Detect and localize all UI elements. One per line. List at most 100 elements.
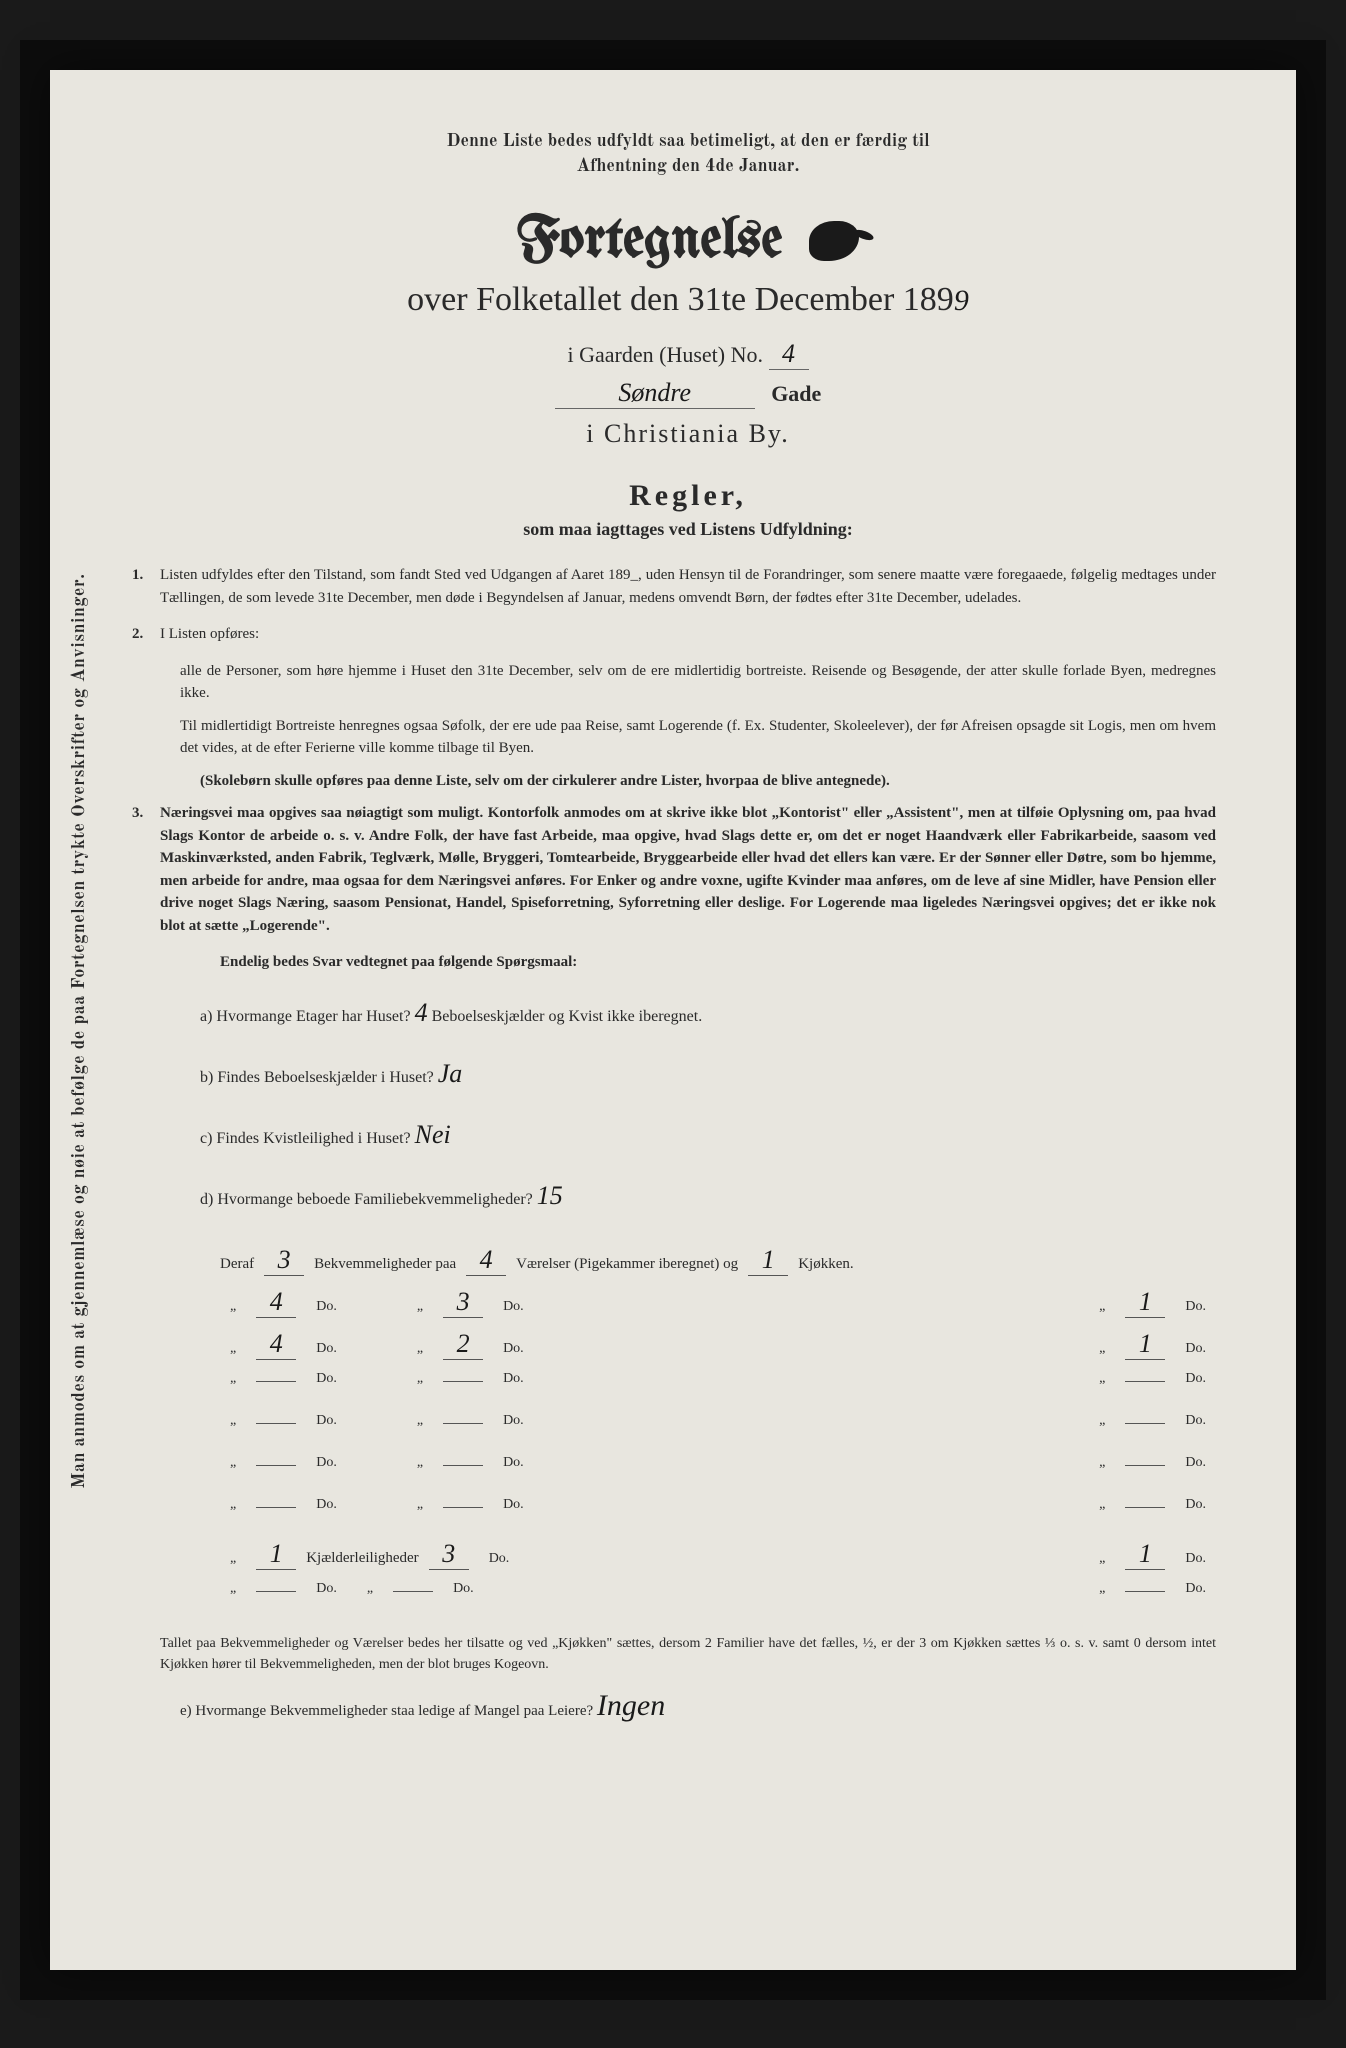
kj-kjok: 1 xyxy=(1125,1539,1165,1570)
row-bekv xyxy=(256,1423,296,1424)
ditto: „ xyxy=(1089,1581,1115,1597)
kj-bekv: 1 xyxy=(256,1539,296,1570)
qa-suffix: Beboelseskjælder og Kvist ikke iberegnet… xyxy=(432,1008,703,1025)
do-mark2: Do. xyxy=(1175,1551,1216,1567)
row-kjok xyxy=(1125,1465,1165,1466)
row0-vaer: 4 xyxy=(466,1245,506,1276)
rule-1: 1. Listen udfyldes efter den Tilstand, s… xyxy=(160,564,1216,609)
ditto: „ xyxy=(357,1581,383,1597)
rule-3-num: 3. xyxy=(132,802,143,825)
endelig-line: Endelig bedes Svar vedtegnet paa følgend… xyxy=(220,951,1216,974)
rule-2: 2. I Listen opføres: xyxy=(160,623,1216,646)
main-title-text: Fortegnelse xyxy=(517,210,783,271)
row-bekv xyxy=(256,1507,296,1508)
rule-2-num: 2. xyxy=(132,623,143,646)
row0-bekv: 3 xyxy=(264,1245,304,1276)
table-row: „4Do.„2Do.„1Do. xyxy=(220,1329,1216,1361)
table-row: „4Do.„3Do.„1Do. xyxy=(220,1287,1216,1319)
ditto-mark: „ xyxy=(407,1341,433,1357)
gade-label: Gade xyxy=(771,381,821,406)
row-kjok xyxy=(1125,1507,1165,1508)
rule-3: 3. Næringsvei maa opgives saa nøiagtigt … xyxy=(160,802,1216,937)
top-note-l2: Afhentning den 4de Januar. xyxy=(576,158,799,176)
ditto-mark: „ xyxy=(407,1299,433,1315)
top-note-l1: Denne Liste bedes udfyldt saa betimeligt… xyxy=(446,133,929,151)
ditto-mark: „ xyxy=(1089,1455,1115,1471)
sub-title-text: over Folketallet den 31te December 189 xyxy=(407,281,954,318)
qa-value: 4 xyxy=(415,998,428,1027)
row-bekv xyxy=(256,1465,296,1466)
do-mark: Do. xyxy=(479,1551,520,1567)
table-header-row: Deraf 3 Bekvemmeligheder paa 4 Værelser … xyxy=(220,1245,1216,1277)
qc-value: Nei xyxy=(415,1120,451,1149)
rule-1-text: Listen udfyldes efter den Tilstand, som … xyxy=(160,567,1216,606)
row0-kjok: 1 xyxy=(748,1245,788,1276)
do-label: Do. xyxy=(493,1341,534,1357)
do-label: Do. xyxy=(306,1341,347,1357)
do-label: Do. xyxy=(493,1371,534,1387)
th-vaer: Værelser (Pigekammer iberegnet) og xyxy=(516,1256,738,1273)
row-kjok xyxy=(1125,1381,1165,1382)
do-label: Do. xyxy=(1175,1455,1216,1471)
row-kjok: 1 xyxy=(1125,1287,1165,1318)
question-block: a) Hvormange Etager har Huset? 4 Beboels… xyxy=(200,984,1216,1225)
document-page: Man anmodes om at gjennemlæse og nøie at… xyxy=(50,70,1296,1970)
qb-label: b) Findes Beboelseskjælder i Huset? xyxy=(200,1069,434,1086)
ditto-mark: „ xyxy=(220,1299,246,1315)
do-label: Do. xyxy=(1175,1299,1216,1315)
row-kjok xyxy=(1125,1423,1165,1424)
year-handwritten: 9 xyxy=(954,284,969,317)
last-kjok xyxy=(1125,1591,1165,1592)
do-label: Do. xyxy=(1175,1341,1216,1357)
last-vaer xyxy=(393,1591,433,1592)
row-kjok: 1 xyxy=(1125,1329,1165,1360)
rule-2-indent: Til midlertidigt Bortreiste henregnes og… xyxy=(180,715,1216,760)
ditto-mark: „ xyxy=(407,1497,433,1513)
top-note: Denne Liste bedes udfyldt saa betimeligt… xyxy=(160,130,1216,180)
side-instruction: Man anmodes om at gjennemlæse og nøie at… xyxy=(69,573,91,1488)
ditto-mark: „ xyxy=(220,1551,246,1567)
ditto-mark: „ xyxy=(220,1497,246,1513)
ditto-mark: „ xyxy=(1089,1371,1115,1387)
qd-label: d) Hvormange beboede Familiebekvemmeligh… xyxy=(200,1191,533,1208)
row-bekv: 4 xyxy=(256,1287,296,1318)
do-label: Do. xyxy=(306,1455,347,1471)
ditto-mark: „ xyxy=(220,1413,246,1429)
ditto: „ xyxy=(220,1581,246,1597)
kj-label: Kjælderleiligheder xyxy=(306,1550,418,1567)
ditto-mark: „ xyxy=(1089,1299,1115,1315)
kj-vaer: 3 xyxy=(429,1539,469,1570)
row-vaer: 2 xyxy=(443,1329,483,1360)
gaard-label: i Gaarden (Huset) No. xyxy=(568,342,764,367)
row-vaer xyxy=(443,1507,483,1508)
do-label: Do. xyxy=(306,1413,347,1429)
question-a: a) Hvormange Etager har Huset? 4 Beboels… xyxy=(200,984,1216,1041)
footer-note: Tallet paa Bekvemmeligheder og Værelser … xyxy=(160,1633,1216,1675)
qb-value: Ja xyxy=(438,1059,463,1088)
do: Do. xyxy=(306,1581,347,1597)
scan-frame: Man anmodes om at gjennemlæse og nøie at… xyxy=(20,40,1326,2000)
ditto-mark2: „ xyxy=(1089,1551,1115,1567)
qc-label: c) Findes Kvistleilighed i Huset? xyxy=(200,1130,411,1147)
rule-2-head: I Listen opføres: xyxy=(160,626,259,642)
ditto-mark: „ xyxy=(1089,1341,1115,1357)
row-vaer xyxy=(443,1465,483,1466)
do: Do. xyxy=(1175,1581,1216,1597)
ditto-mark: „ xyxy=(1089,1413,1115,1429)
do-label: Do. xyxy=(306,1371,347,1387)
gaard-line: i Gaarden (Huset) No. 4 xyxy=(160,339,1216,370)
do: Do. xyxy=(443,1581,484,1597)
do-label: Do. xyxy=(493,1497,534,1513)
th-deraf: Deraf xyxy=(220,1256,254,1273)
question-b: b) Findes Beboelseskjælder i Huset? Ja xyxy=(200,1045,1216,1102)
gade-name-handwritten: Søndre xyxy=(555,378,755,409)
table-row: „Do.„Do.„Do. xyxy=(220,1497,1216,1529)
table-row: „Do.„Do.„Do. xyxy=(220,1371,1216,1403)
ditto-mark: „ xyxy=(407,1371,433,1387)
ink-blot-icon xyxy=(809,221,859,261)
regler-subtitle: som maa iagttages ved Listens Udfyldning… xyxy=(160,519,1216,540)
row-vaer xyxy=(443,1423,483,1424)
dwelling-table: Deraf 3 Bekvemmeligheder paa 4 Værelser … xyxy=(220,1245,1216,1613)
do-label: Do. xyxy=(1175,1497,1216,1513)
main-title: Fortegnelse xyxy=(160,210,1216,271)
